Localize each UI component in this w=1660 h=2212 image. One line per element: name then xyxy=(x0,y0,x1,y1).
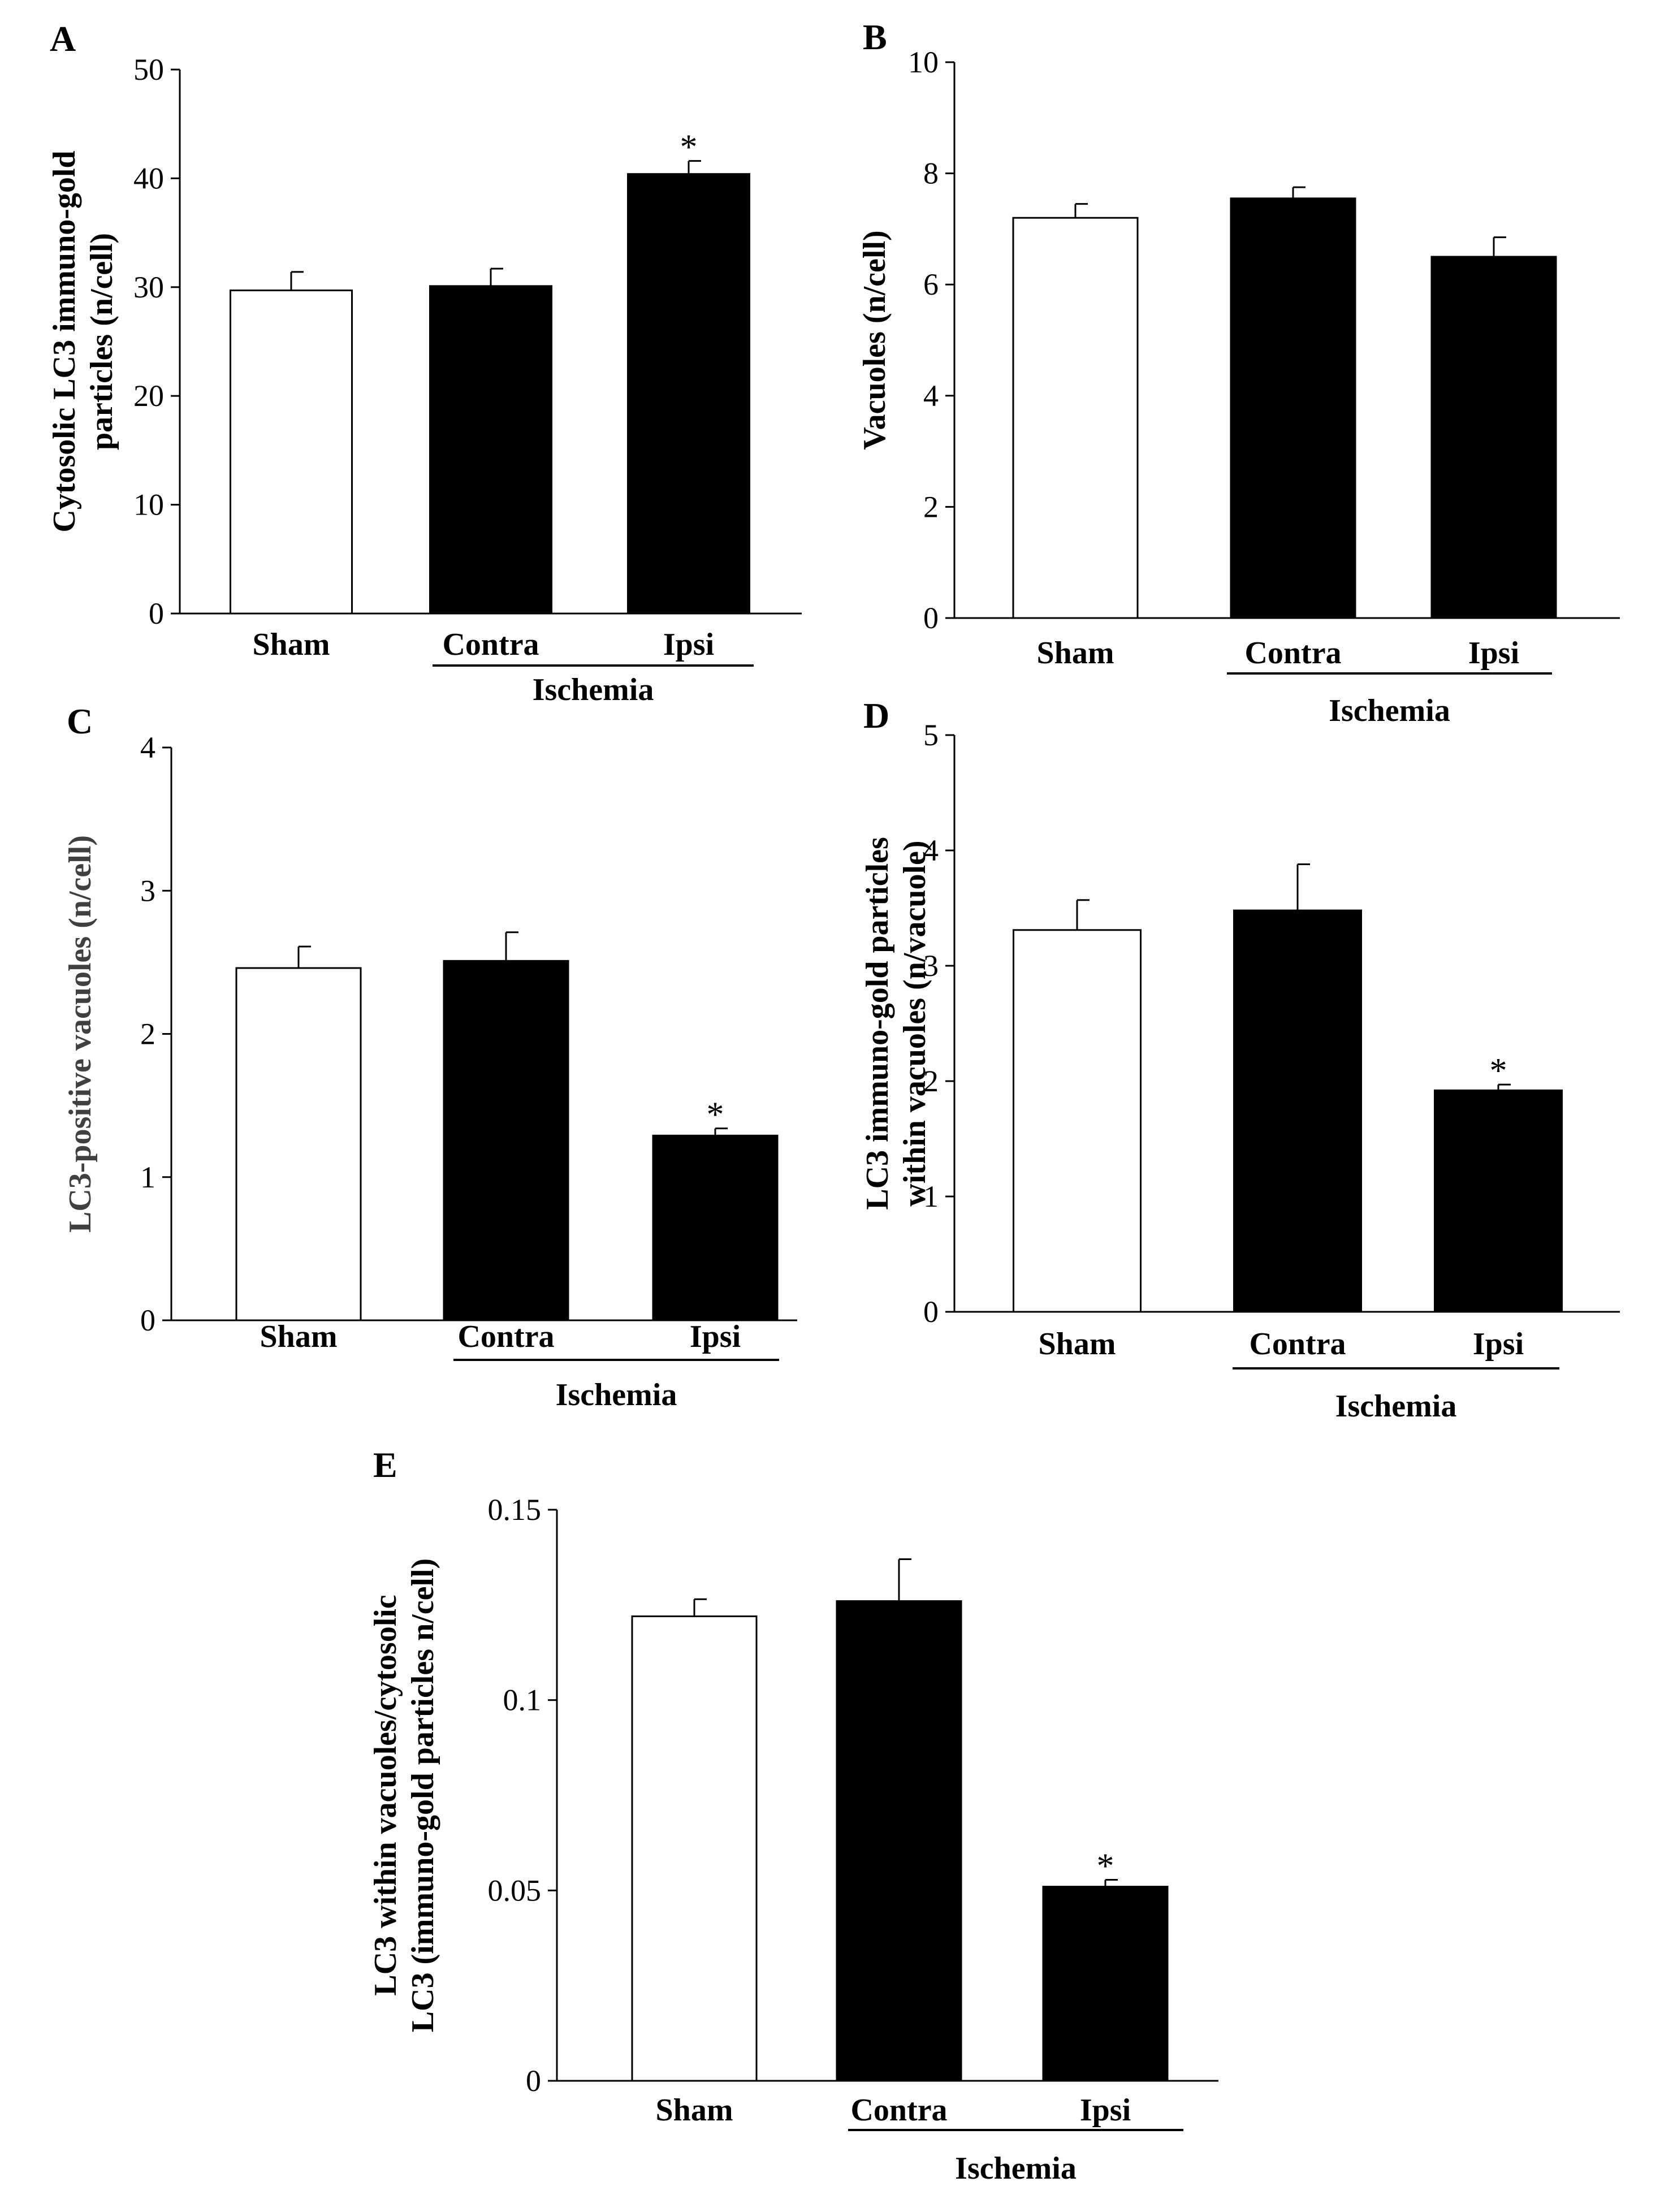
panel-e-bar-sham xyxy=(631,1615,758,2082)
panel-a-bar-ipsi xyxy=(627,173,750,615)
panel-b-bar-ipsi xyxy=(1430,256,1557,619)
panel-d-y-axis-title-line: LC3 immuno-gold particles xyxy=(860,837,895,1210)
panel-a: A 0 10 20 30 40 50 Cytosolic LC3 immuno-goldpar… xyxy=(47,19,802,707)
panel-d-y-tick-label: 5 xyxy=(923,718,939,752)
panel-e-y-tick-label: 0 xyxy=(526,2064,541,2098)
panel-b-y-tick-label: 0 xyxy=(923,601,939,635)
panel-e-y-tick-label: 0.05 xyxy=(488,1873,542,1907)
panel-a-y-axis-title-line: Cytosolic LC3 immuno-gold xyxy=(47,150,82,532)
panel-c-category-label-contra: Contra xyxy=(457,1319,554,1354)
panel-c-category-label-ipsi: Ipsi xyxy=(690,1319,741,1354)
panel-d-group-label: Ischemia xyxy=(1335,1389,1457,1424)
panel-c-letter: C xyxy=(67,701,93,741)
panel-d-significance-ipsi: * xyxy=(1490,1052,1507,1090)
panel-a-group-label: Ischemia xyxy=(533,672,654,707)
panel-c-y-tick-label: 4 xyxy=(140,731,155,764)
panel-d-y-tick-label: 1 xyxy=(923,1180,939,1213)
panel-c-y-tick-label: 1 xyxy=(140,1160,155,1194)
panel-b-y-tick-label: 4 xyxy=(923,379,939,413)
panel-d-y-tick-label: 2 xyxy=(923,1064,939,1098)
panel-b-category-label-contra: Contra xyxy=(1244,636,1341,671)
panel-e-category-label-contra: Contra xyxy=(850,2093,947,2128)
panel-b-y-tick-label: 2 xyxy=(923,490,939,524)
panel-e-y-axis-title-line: LC3 (immuno-gold particles n/cell) xyxy=(405,1558,440,2032)
panel-a-y-axis-title: Cytosolic LC3 immuno-goldparticles (n/ce… xyxy=(47,150,119,532)
panel-b-group-label: Ischemia xyxy=(1329,693,1450,728)
panel-a-bar-sham xyxy=(230,290,353,615)
panel-d-y-axis-title-line: within vacuoles (n/vacuole) xyxy=(897,840,932,1206)
panel-a-significance-ipsi: * xyxy=(680,128,698,167)
panel-a-y-tick-label: 50 xyxy=(133,53,164,87)
panel-e-group-label: Ischemia xyxy=(955,2151,1077,2186)
panel-d: D 0 1 2 3 4 5 LC3 immuno-gold particleswithin v… xyxy=(860,695,1620,1424)
panel-b-category-label-sham: Sham xyxy=(1037,636,1114,671)
panel-d-bar-ipsi xyxy=(1434,1089,1563,1313)
panel-a-category-label-sham: Sham xyxy=(253,627,330,662)
panel-b-letter: B xyxy=(863,17,887,57)
panel-b-bar-sham xyxy=(1012,217,1139,619)
panel-c-significance-ipsi: * xyxy=(707,1096,724,1134)
panel-e-bar-ipsi xyxy=(1042,1886,1169,2082)
panel-c-group-label: Ischemia xyxy=(556,1377,677,1412)
panel-b-y-axis-title: Vacuoles (n/cell) xyxy=(857,230,892,450)
panel-a-y-tick-label: 0 xyxy=(149,597,164,630)
panel-c-y-tick-label: 2 xyxy=(140,1017,155,1051)
panel-e-y-axis-title-line: LC3 within vacuoles/cytosolic xyxy=(368,1595,403,1995)
panel-e-y-tick-label: 0.15 xyxy=(488,1493,542,1527)
panel-a-y-tick-label: 30 xyxy=(133,270,164,304)
panel-c-y-tick-label: 3 xyxy=(140,874,155,908)
panel-a-bar-contra xyxy=(429,285,552,615)
panel-b-y-tick-label: 10 xyxy=(908,45,939,79)
panel-b: B 0 2 4 6 8 10 Vacuoles (n/cell) Sham Contra Ipsi I… xyxy=(857,17,1620,728)
panel-c-y-axis-title: LC3-positive vacuoles (n/cell) xyxy=(63,835,98,1233)
panel-b-y-tick-label: 8 xyxy=(923,157,939,191)
panel-b-y-tick-label: 6 xyxy=(923,267,939,301)
panel-c: C 0 1 2 3 4 LC3-positive vacuoles (n/cell) Sham… xyxy=(63,701,797,1412)
panel-e-category-label-sham: Sham xyxy=(656,2093,733,2128)
panel-a-category-label-ipsi: Ipsi xyxy=(663,627,714,662)
panel-c-y-tick-label: 0 xyxy=(140,1303,155,1337)
panel-a-y-tick-label: 20 xyxy=(133,379,164,413)
panel-b-bar-contra xyxy=(1230,197,1356,619)
panel-c-category-label-sham: Sham xyxy=(260,1319,338,1354)
panel-d-bar-contra xyxy=(1233,909,1362,1313)
panel-d-y-tick-label: 0 xyxy=(923,1295,939,1329)
panel-a-letter: A xyxy=(50,19,76,59)
panel-b-y-axis-title-line: Vacuoles (n/cell) xyxy=(857,230,892,450)
panel-e-y-tick-label: 0.1 xyxy=(503,1683,542,1717)
panel-b-category-label-ipsi: Ipsi xyxy=(1468,636,1519,671)
panel-d-letter: D xyxy=(863,695,889,736)
panel-a-y-tick-label: 40 xyxy=(133,161,164,195)
panel-d-category-label-sham: Sham xyxy=(1039,1327,1116,1362)
panel-e: E 0 0.05 0.1 0.15 LC3 within vacuoles/cytosol… xyxy=(368,1445,1218,2186)
panel-a-y-axis-title-line: particles (n/cell) xyxy=(84,233,119,450)
panel-e-y-axis-title: LC3 within vacuoles/cytosolicLC3 (immuno… xyxy=(368,1558,440,2032)
panel-d-y-axis-title: LC3 immuno-gold particleswithin vacuoles… xyxy=(860,837,932,1210)
panel-e-letter: E xyxy=(373,1445,397,1485)
panel-e-bar-contra xyxy=(836,1600,962,2082)
panel-c-bar-ipsi xyxy=(652,1134,779,1321)
panel-d-category-label-ipsi: Ipsi xyxy=(1473,1327,1524,1362)
panel-c-bar-sham xyxy=(235,967,362,1321)
panel-a-category-label-contra: Contra xyxy=(442,627,539,662)
panel-d-y-tick-label: 4 xyxy=(923,833,939,867)
panel-e-significance-ipsi: * xyxy=(1097,1847,1114,1885)
panel-c-bar-contra xyxy=(443,960,569,1321)
panel-a-y-tick-label: 10 xyxy=(133,488,164,522)
panel-d-category-label-contra: Contra xyxy=(1249,1327,1346,1362)
panel-d-y-tick-label: 3 xyxy=(923,949,939,983)
panel-c-y-axis-title-line: LC3-positive vacuoles (n/cell) xyxy=(63,835,98,1233)
panel-e-category-label-ipsi: Ipsi xyxy=(1080,2093,1131,2128)
panel-d-bar-sham xyxy=(1013,929,1142,1313)
